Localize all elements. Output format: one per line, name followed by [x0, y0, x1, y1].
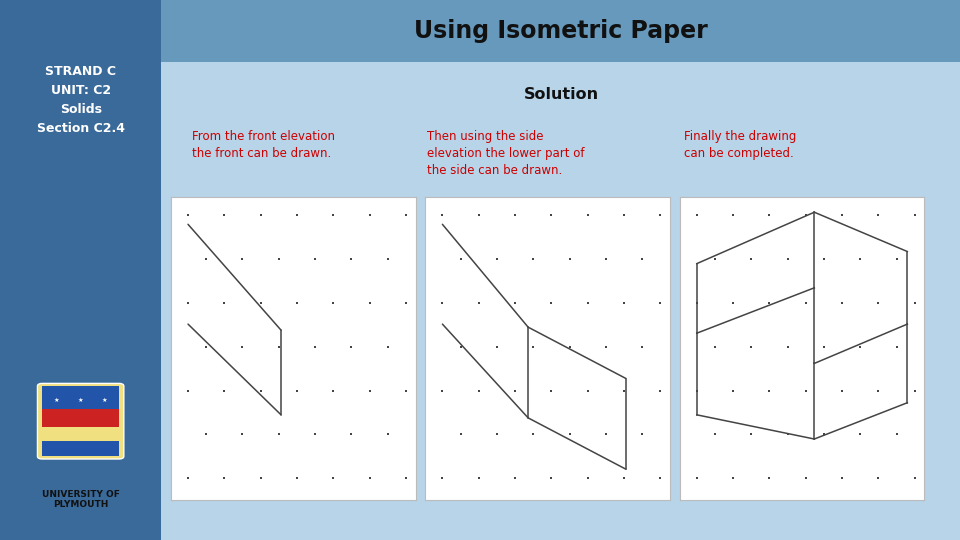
Text: UNIVERSITY OF
PLYMOUTH: UNIVERSITY OF PLYMOUTH [41, 490, 120, 509]
Text: ★: ★ [54, 397, 60, 403]
Text: Finally the drawing
can be completed.: Finally the drawing can be completed. [684, 130, 796, 160]
Text: ★: ★ [78, 397, 84, 403]
Text: STRAND C
UNIT: C2
Solids
Section C2.4: STRAND C UNIT: C2 Solids Section C2.4 [36, 65, 125, 135]
Text: From the front elevation
the front can be drawn.: From the front elevation the front can b… [192, 130, 335, 160]
Text: Solution: Solution [524, 87, 599, 102]
Text: ★: ★ [102, 397, 108, 403]
Text: Using Isometric Paper: Using Isometric Paper [414, 19, 708, 43]
Text: Then using the side
elevation the lower part of
the side can be drawn.: Then using the side elevation the lower … [427, 130, 585, 177]
